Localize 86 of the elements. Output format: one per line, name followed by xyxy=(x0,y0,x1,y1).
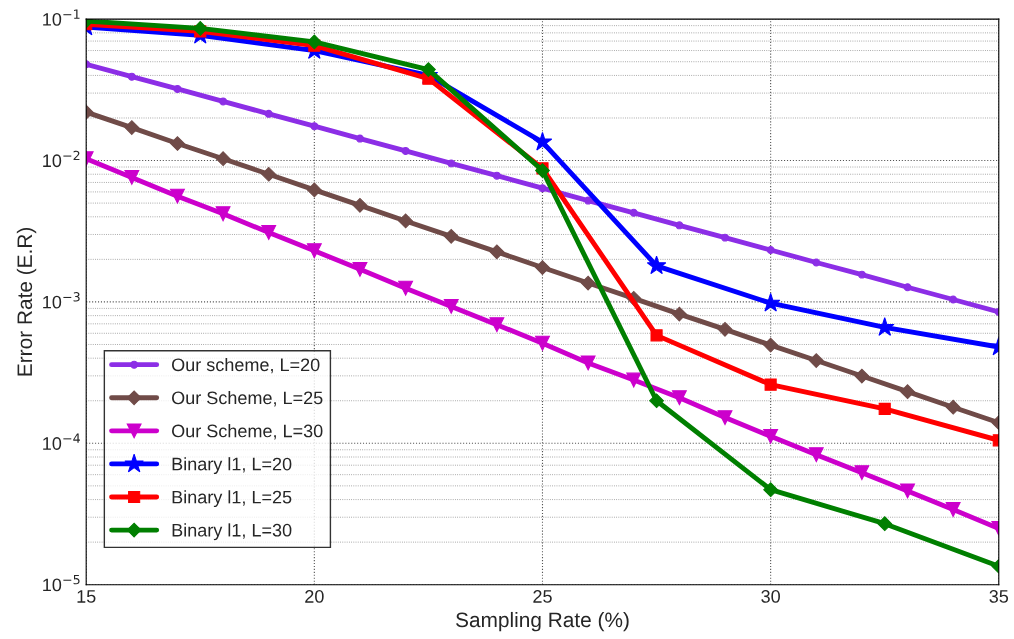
point xyxy=(649,393,664,409)
point xyxy=(306,243,322,259)
point xyxy=(489,244,505,260)
point xyxy=(808,447,824,463)
point xyxy=(857,270,866,279)
legend-label: Binary l1, L=20 xyxy=(172,457,292,474)
y-tick-label: 10$^{−3}$ xyxy=(43,292,80,309)
point xyxy=(650,329,663,342)
y-tick-label: 10$^{−1}$ xyxy=(43,9,80,26)
point xyxy=(854,368,870,384)
point xyxy=(215,151,231,167)
point xyxy=(447,159,456,168)
y-tick-label: 10$^{−4}$ xyxy=(43,433,80,450)
point xyxy=(192,21,208,36)
point xyxy=(580,355,596,371)
point xyxy=(808,353,824,368)
x-axis-title: Sampling Rate (%) xyxy=(456,611,629,632)
point xyxy=(421,62,436,77)
point xyxy=(127,72,136,81)
y-tick-label: 10$^{−5}$ xyxy=(43,574,80,592)
point xyxy=(878,402,891,416)
point xyxy=(671,306,687,322)
y-axis-title: Error Rate (E.R) xyxy=(16,227,37,376)
point xyxy=(215,206,231,222)
point xyxy=(261,225,277,240)
point xyxy=(900,384,915,400)
point xyxy=(535,260,550,275)
point xyxy=(310,122,319,131)
point xyxy=(124,169,140,185)
point xyxy=(945,399,961,415)
point xyxy=(124,120,140,135)
point xyxy=(401,146,410,155)
legend-label: Our scheme, L=20 xyxy=(172,357,320,374)
point xyxy=(629,208,638,217)
x-tick-label: 30 xyxy=(761,590,780,603)
point xyxy=(949,295,958,304)
point xyxy=(352,197,368,213)
point xyxy=(671,390,687,406)
x-tick-label: 35 xyxy=(989,590,1009,603)
point xyxy=(492,171,501,180)
point xyxy=(763,428,779,444)
point xyxy=(626,372,642,388)
point xyxy=(398,213,413,229)
legend-label: Binary l1, L=25 xyxy=(172,490,292,508)
x-tick-label: 20 xyxy=(305,590,324,603)
y-tick-label: 10$^{−2}$ xyxy=(43,150,80,168)
legend-label: Our Scheme, L=25 xyxy=(172,391,323,407)
point xyxy=(675,221,684,230)
point xyxy=(219,97,228,106)
point xyxy=(763,337,779,353)
point xyxy=(721,233,729,242)
point xyxy=(170,136,185,151)
point xyxy=(717,321,733,337)
legend-label: Binary l1, L=30 xyxy=(172,523,292,541)
x-tick-label: 15 xyxy=(77,590,96,603)
point xyxy=(580,275,596,291)
point xyxy=(646,255,667,275)
point xyxy=(169,188,185,204)
point xyxy=(854,465,870,481)
point xyxy=(306,182,322,198)
point xyxy=(443,228,459,244)
point xyxy=(489,317,505,333)
point xyxy=(945,502,961,518)
point xyxy=(398,280,414,296)
point xyxy=(763,482,779,498)
point xyxy=(877,516,893,532)
point xyxy=(355,134,364,143)
point xyxy=(264,109,273,118)
point xyxy=(584,196,593,205)
point xyxy=(900,483,915,499)
point xyxy=(532,131,553,151)
point xyxy=(443,298,459,314)
point xyxy=(766,246,775,254)
point xyxy=(352,261,368,277)
point xyxy=(535,335,550,351)
point xyxy=(261,166,277,182)
point xyxy=(173,84,182,93)
point xyxy=(306,34,322,50)
x-tick-label: 25 xyxy=(533,590,552,603)
point xyxy=(717,410,733,426)
point xyxy=(764,378,777,391)
line-series xyxy=(86,60,999,316)
point xyxy=(538,184,547,193)
point xyxy=(812,258,821,267)
point xyxy=(903,283,912,292)
legend-label: Our Scheme, L=30 xyxy=(172,424,323,440)
